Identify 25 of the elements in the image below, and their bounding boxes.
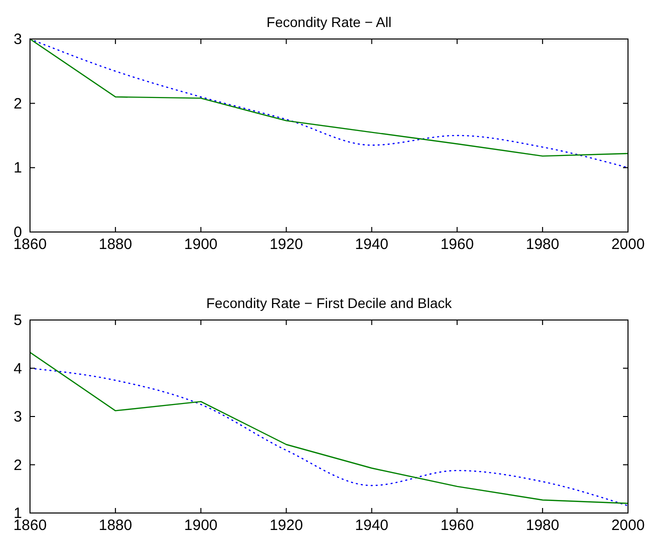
x-tick-label: 2000 xyxy=(611,236,645,253)
y-tick-label: 1 xyxy=(14,160,22,177)
y-tick-label: 3 xyxy=(14,408,22,426)
x-tick-label: 1900 xyxy=(184,236,218,253)
x-tick-label: 1900 xyxy=(184,517,218,534)
chart-title: Fecondity Rate − All xyxy=(266,14,392,30)
x-tick-label: 1880 xyxy=(98,517,132,534)
y-tick-label: 4 xyxy=(14,360,22,378)
x-tick-label: 2000 xyxy=(611,517,645,534)
x-tick-label: 1860 xyxy=(13,236,47,253)
x-tick-label: 1920 xyxy=(270,517,303,534)
x-tick-label: 1920 xyxy=(270,236,303,253)
x-tick-label: 1980 xyxy=(526,236,560,253)
x-tick-label: 1980 xyxy=(526,517,560,534)
x-tick-label: 1960 xyxy=(440,517,474,534)
x-tick-label: 1940 xyxy=(355,236,388,253)
y-tick-label: 3 xyxy=(14,31,22,48)
y-tick-label: 2 xyxy=(14,95,22,112)
x-tick-label: 1940 xyxy=(355,517,388,534)
y-tick-label: 5 xyxy=(14,312,22,329)
y-tick-label: 2 xyxy=(14,456,22,474)
chart-title: Fecondity Rate − First Decile and Black xyxy=(206,295,453,311)
x-tick-label: 1880 xyxy=(98,236,132,253)
x-tick-label: 1960 xyxy=(440,236,474,253)
x-tick-label: 1860 xyxy=(13,517,47,534)
